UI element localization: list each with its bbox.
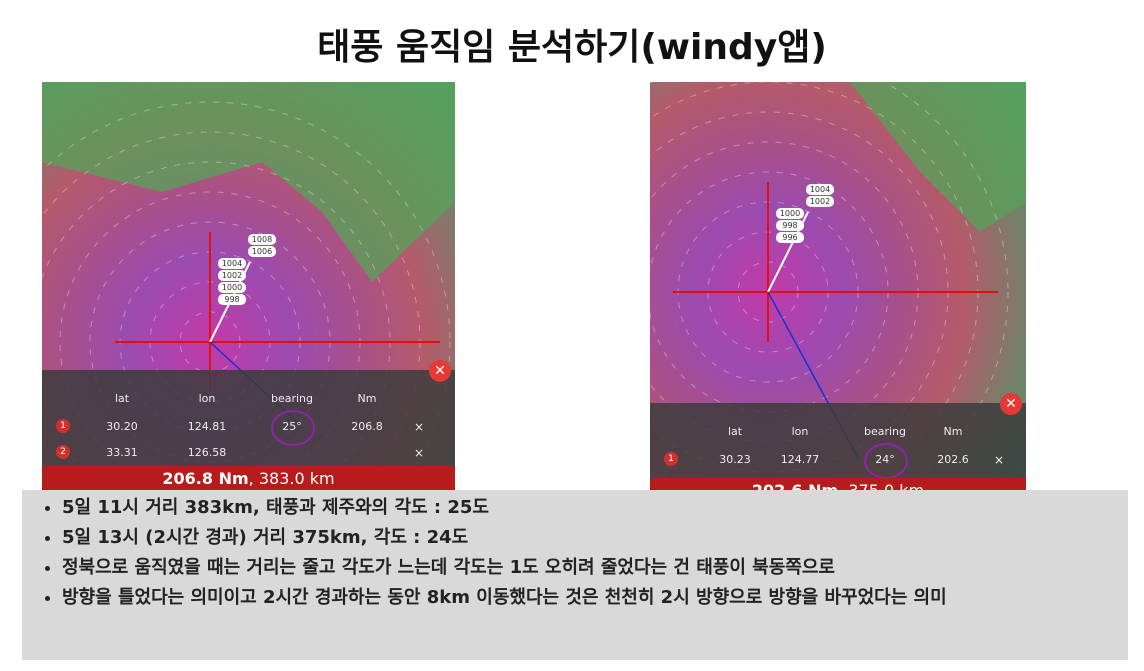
isobar-pill — [218, 294, 246, 305]
isobar-label: 1000 — [780, 209, 800, 218]
title: 태풍 움직임 분석하기(windy앱) — [317, 27, 827, 68]
isobar-label: 1008 — [252, 235, 272, 244]
table-header: bearing — [270, 392, 314, 405]
isobar-pill — [218, 282, 246, 293]
map-panel: 1008 1006 1004 1002 1000 998 lat lon bearing Nm 1 3… — [42, 82, 455, 492]
isobar-pill — [776, 208, 804, 219]
note-item: 정북으로 움직였을 때는 거리는 줄고 각도가 느는데 각도는 1도 오히려 줄… — [62, 556, 1102, 580]
isobar-label: 998 — [224, 295, 239, 304]
distance-footer: 206.8 Nm, 383.0 km — [42, 466, 455, 492]
table-cell: 33.31 — [106, 446, 138, 459]
footer-nm: 206.8 Nm — [162, 469, 249, 488]
close-button: ✕ — [429, 360, 451, 382]
table-cell: 206.8 — [351, 420, 383, 433]
delete-icon: × — [414, 446, 425, 460]
isobar-label: 1004 — [810, 185, 830, 194]
isobar-label: 1002 — [222, 271, 242, 280]
land — [42, 82, 455, 282]
table-cell: 124.77 — [780, 453, 820, 466]
delete-icon: × — [994, 453, 1005, 467]
note-item: 5일 13시 (2시간 경과) 거리 375km, 각도 : 24도 — [62, 526, 1102, 550]
footer-nm: 202.6 Nm — [751, 481, 839, 492]
isobar-pill — [806, 196, 834, 207]
table-header: Nm — [357, 392, 377, 405]
table-cell: 126.58 — [187, 446, 227, 459]
isobar-label: 1002 — [810, 197, 830, 206]
table-header: Nm — [943, 425, 963, 438]
delete-icon: × — [414, 420, 425, 434]
land — [850, 82, 1026, 232]
footer-km: , 375.0 km — [838, 481, 925, 492]
table-header: bearing — [863, 425, 907, 438]
bearing-circle — [864, 443, 908, 479]
isobar-label: 1000 — [222, 283, 242, 292]
isobar-pill — [248, 246, 276, 257]
isobar-pill — [218, 258, 246, 269]
isobar-label: 1006 — [252, 247, 272, 256]
note-item: 방향을 틀었다는 의미이고 2시간 경과하는 동안 8km 이동했다는 것은 천… — [62, 586, 1102, 610]
table-cell: 30.20 — [106, 420, 138, 433]
isobar-label: 998 — [782, 221, 797, 230]
notes-box: 5일 11시 거리 383km, 태풍과 제주와의 각도 : 25도 5일 13시… — [22, 490, 1128, 660]
table-cell: 124.81 — [187, 420, 227, 433]
isobar-pill — [218, 270, 246, 281]
row-badge: 1 — [56, 419, 70, 433]
table-header: lon — [791, 425, 809, 438]
table-header: lat — [727, 425, 743, 438]
isobar-pill — [776, 232, 804, 243]
footer-km: , 383.0 km — [248, 469, 335, 488]
table-header: lat — [114, 392, 130, 405]
table-cell: 202.6 — [937, 453, 969, 466]
close-button: ✕ — [1000, 393, 1022, 415]
isobar-pill — [248, 234, 276, 245]
bearing-circle — [271, 410, 315, 446]
table-cell: 30.23 — [719, 453, 751, 466]
isobar-label: 1004 — [222, 259, 242, 268]
table-header: lon — [198, 392, 216, 405]
row-badge: 1 — [664, 452, 678, 466]
isobar-label: 996 — [782, 233, 797, 242]
wind-ring — [650, 82, 1009, 492]
row-badge: 2 — [56, 445, 70, 459]
isobar-pill — [776, 220, 804, 231]
note-item: 5일 11시 거리 383km, 태풍과 제주와의 각도 : 25도 — [62, 496, 1102, 520]
isobar-pill — [806, 184, 834, 195]
map-panel: 1004 1002 1000 998 996 lat lon bearing Nm 1 30.23 1… — [650, 82, 1026, 492]
notes-list: 5일 11시 거리 383km, 태풍과 제주와의 각도 : 25도 5일 13시… — [22, 496, 1102, 610]
distance-footer: 202.6 Nm, 375.0 km — [650, 478, 1026, 492]
wind-ring — [42, 101, 451, 492]
